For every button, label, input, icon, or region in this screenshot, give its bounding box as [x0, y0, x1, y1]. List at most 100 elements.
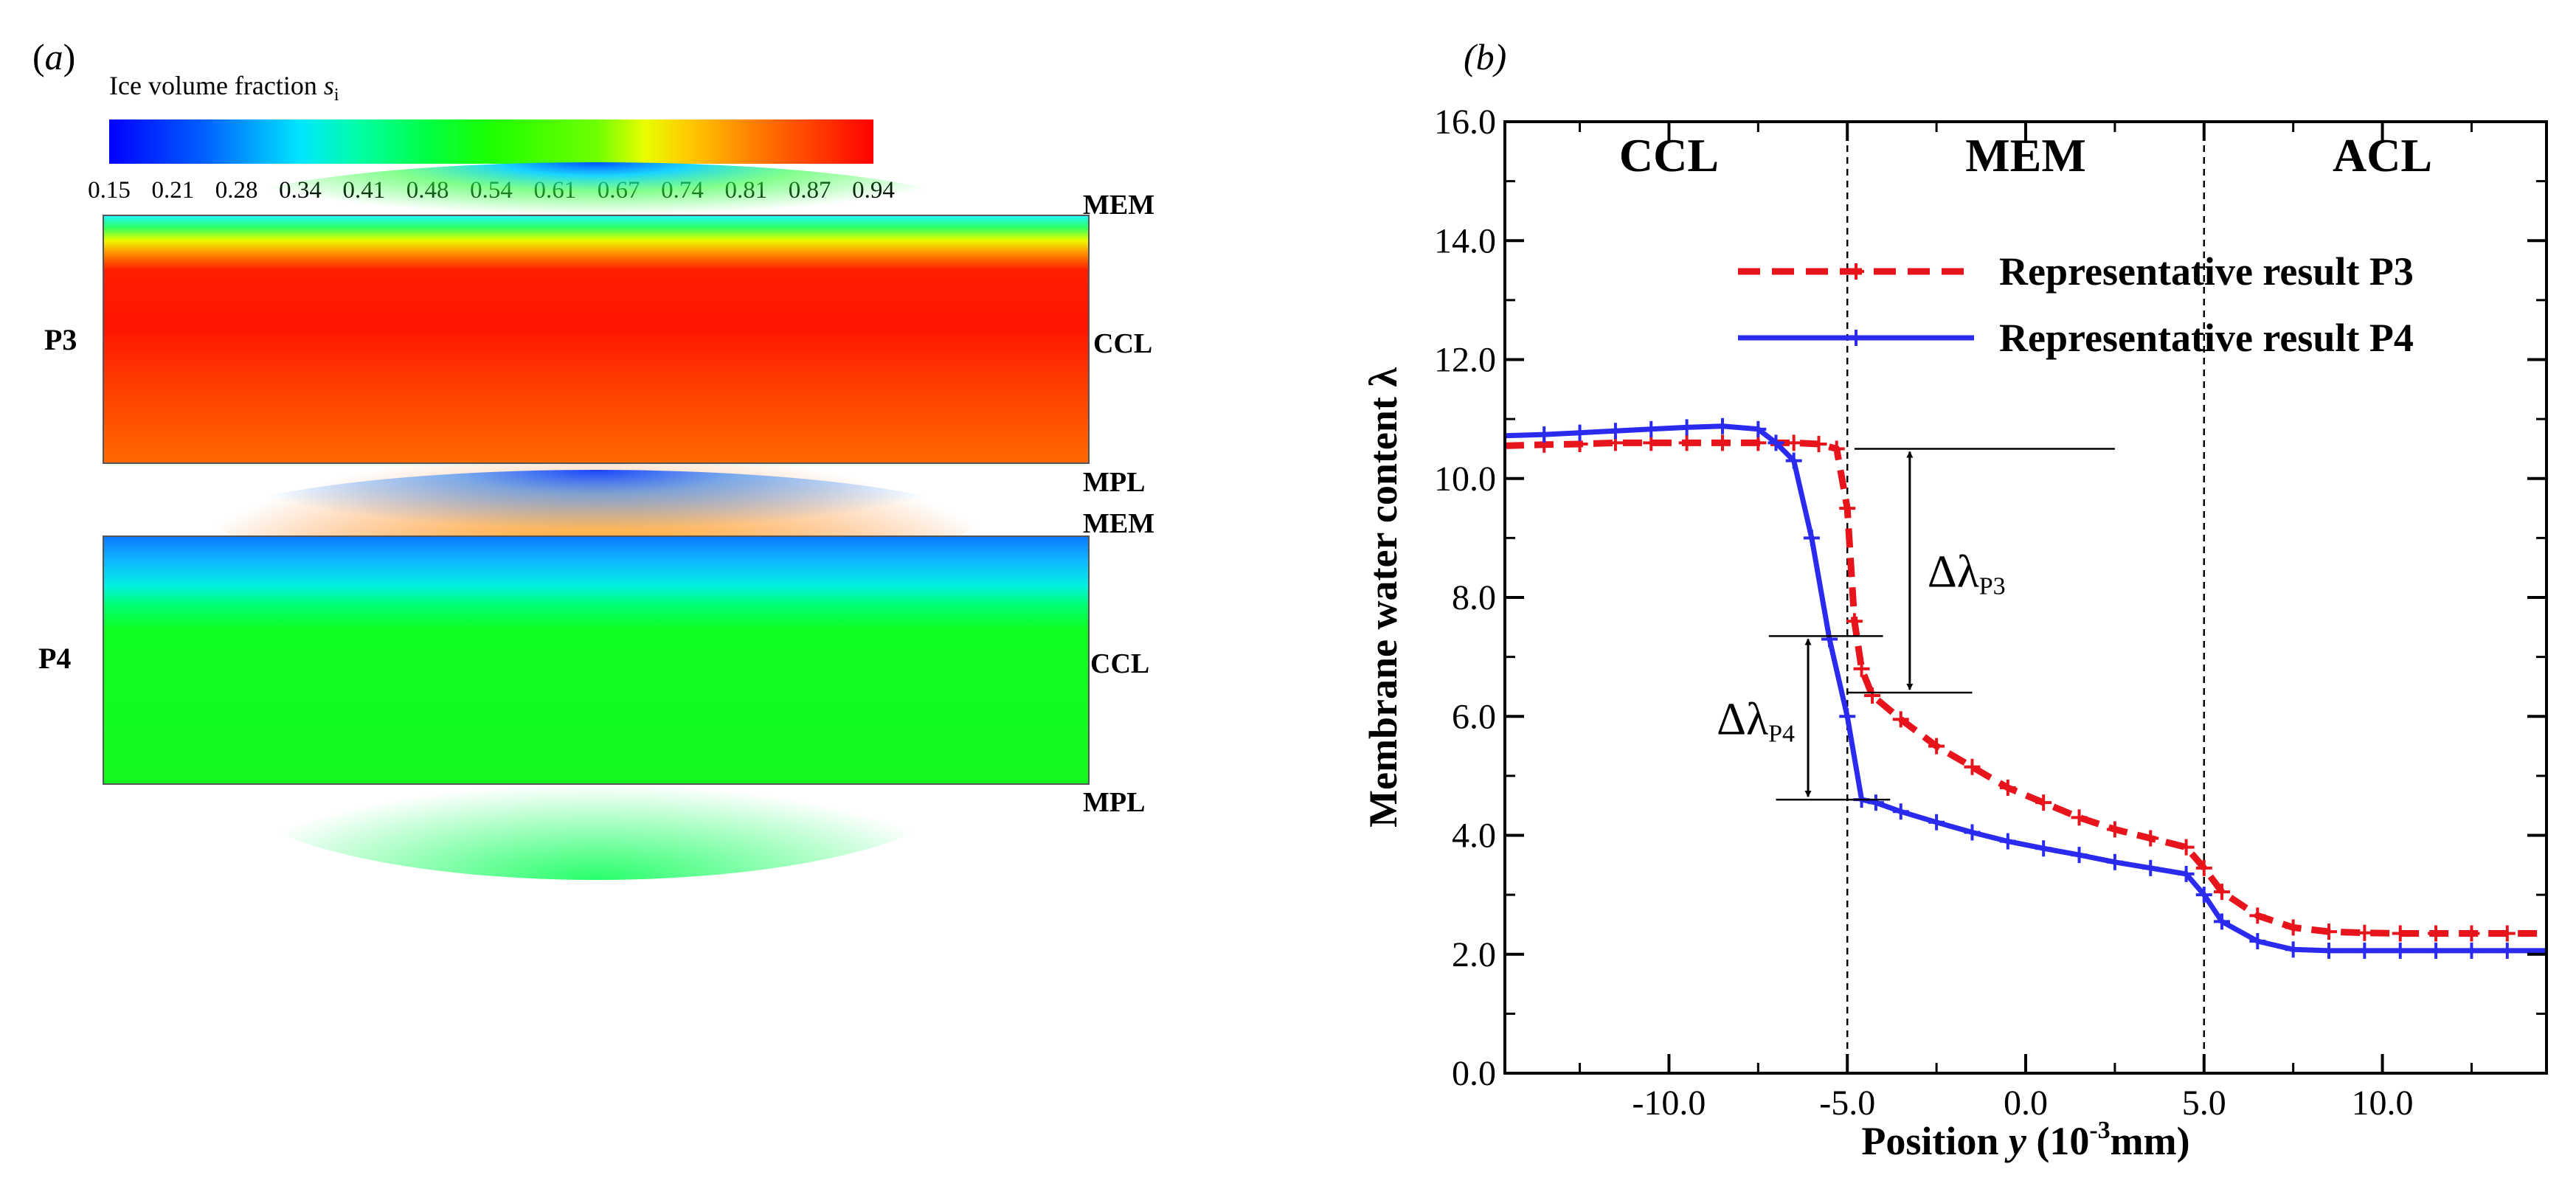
- series-point-p4: [1643, 420, 1660, 437]
- x-axis-label: Position y (10-3mm): [1861, 1117, 2189, 1163]
- x-axis-label-var: y: [2004, 1119, 2027, 1163]
- series-point-p3: [2428, 925, 2445, 942]
- series-point-p4: [1892, 803, 1909, 820]
- delta-annotation-p3: ΔλP3: [1847, 448, 2115, 694]
- contour-p4-border: [103, 535, 1090, 785]
- series-point-p4: [2071, 847, 2088, 864]
- y-tick-label: 4.0: [1452, 817, 1496, 856]
- delta-annotation-p4: ΔλP4: [1717, 635, 1891, 801]
- series-point-p4: [2463, 942, 2480, 959]
- annotation-sub: P4: [1768, 720, 1795, 747]
- series-point-p4: [1571, 424, 1588, 441]
- series-point-p3: [2285, 919, 2302, 936]
- contour-p4-bottom-label: MPL: [1083, 787, 1145, 818]
- region-label-mem: MEM: [1965, 129, 2086, 181]
- series-point-p3: [1643, 434, 1660, 451]
- contour-p4-mid-label: CCL: [1090, 648, 1149, 679]
- contour-p4: P4 MEM CCL MPL: [38, 470, 1154, 880]
- y-axis-label: Membrane water content λ: [1361, 367, 1405, 828]
- series-point-p4: [1803, 530, 1820, 547]
- legend-item-p4: Representative result P4: [1738, 316, 2414, 360]
- annotation-sub: P3: [1979, 573, 2006, 600]
- colorbar-title-sub: i: [334, 86, 339, 105]
- series-point-p4: [1607, 423, 1624, 440]
- annotation-delta: Δλ: [1928, 547, 1979, 597]
- y-tick-label: 10.0: [1434, 460, 1496, 499]
- panel-a: (a) Ice volume fraction si 0.150.210.280…: [32, 36, 1154, 880]
- series-point-p3: [2142, 830, 2159, 847]
- series-point-p3: [2106, 821, 2123, 838]
- y-tick-label: 2.0: [1452, 935, 1496, 974]
- contour-p3-name: P3: [44, 323, 77, 356]
- colorbar-title: Ice volume fraction si: [109, 71, 339, 105]
- series-point-p3: [2035, 794, 2052, 811]
- series-point-p4: [1839, 708, 1856, 725]
- annotation-label: ΔλP3: [1928, 547, 2006, 600]
- region-label-acl: ACL: [2333, 129, 2432, 181]
- y-tick-label: 12.0: [1434, 341, 1496, 380]
- contour-p3-mid-label: CCL: [1093, 328, 1152, 359]
- series-point-p4: [1785, 452, 1802, 469]
- series-point-p3: [1846, 613, 1863, 630]
- x-tick-label: 10.0: [2352, 1084, 2414, 1123]
- colorbar-title-var: s: [324, 71, 334, 100]
- colorbar-tick-label: 0.15: [88, 177, 131, 204]
- series-point-p4: [1964, 824, 1981, 841]
- x-axis-label-prefix: Position: [1861, 1119, 2009, 1163]
- series-point-p4: [2035, 840, 2052, 857]
- series-point-p4: [1767, 434, 1784, 451]
- panel-a-label: (a): [32, 36, 75, 77]
- chart-region-lines: [1846, 122, 2206, 1073]
- series-point-p4: [2356, 942, 2373, 959]
- x-tick-label: -10.0: [1632, 1084, 1706, 1123]
- series-point-p3: [1839, 500, 1856, 517]
- series-point-p4: [1750, 420, 1767, 437]
- series-point-p3: [2071, 809, 2088, 826]
- series-point-p3: [1964, 758, 1981, 775]
- series-line-p3: [1504, 439, 2546, 937]
- series-point-p4: [1999, 833, 2016, 850]
- panel-a-label-open: (: [32, 36, 45, 77]
- series-point-p4: [2392, 942, 2409, 959]
- y-tick-label: 16.0: [1434, 103, 1496, 142]
- chart-region-labels: CCL MEM ACL: [1619, 129, 2432, 181]
- panel-a-label-close: ): [63, 36, 76, 77]
- series-point-p3: [2249, 907, 2266, 924]
- annotation-label: ΔλP4: [1717, 694, 1795, 747]
- colorbar-gradient: [109, 119, 873, 164]
- series-point-p4: [2106, 853, 2123, 870]
- x-tick-label: -5.0: [1819, 1084, 1875, 1123]
- series-point-p3: [2321, 923, 2338, 940]
- chart-axes: -10.0 -5.0 0.0 5.0 10.0 0.0 2.0 4.0 6.0 8.0 10.0 12…: [1434, 103, 2546, 1123]
- colorbar-title-text: Ice volume fraction: [109, 71, 324, 100]
- y-tick-label: 0.0: [1452, 1054, 1496, 1093]
- series-point-p4: [2142, 859, 2159, 876]
- y-tick-label: 14.0: [1434, 221, 1496, 260]
- legend-item-p3: Representative result P3: [1738, 249, 2414, 294]
- contour-p3-bottom-label: MPL: [1083, 467, 1145, 498]
- series-point-p4: [2321, 942, 2338, 959]
- panel-a-label-letter: a: [45, 36, 63, 77]
- series-point-p3: [2195, 859, 2212, 876]
- series-line-p4: [1504, 423, 2546, 954]
- series-point-p4: [1867, 794, 1884, 811]
- series-point-p4: [1678, 419, 1695, 436]
- series-point-p4: [2249, 933, 2266, 950]
- legend-label: Representative result P3: [1999, 249, 2414, 294]
- series-point-p3: [2356, 924, 2373, 941]
- panel-b-label: (b): [1464, 36, 1506, 77]
- series-point-p3: [1678, 434, 1695, 451]
- chart-legend: Representative result P3 Representative r…: [1738, 249, 2414, 360]
- series-point-p3: [1999, 780, 2016, 796]
- series-point-p4: [1714, 417, 1731, 434]
- colorbar-tick-label: 0.21: [151, 177, 194, 204]
- y-tick-label: 6.0: [1452, 697, 1496, 736]
- series-point-p3: [1714, 434, 1731, 451]
- series-point-p3: [2463, 925, 2480, 942]
- series-point-p4: [2499, 942, 2516, 959]
- x-axis-label-units-pre: (10: [2026, 1119, 2089, 1163]
- region-label-ccl: CCL: [1619, 129, 1719, 181]
- contour-p4-top-label: MEM: [1083, 508, 1154, 539]
